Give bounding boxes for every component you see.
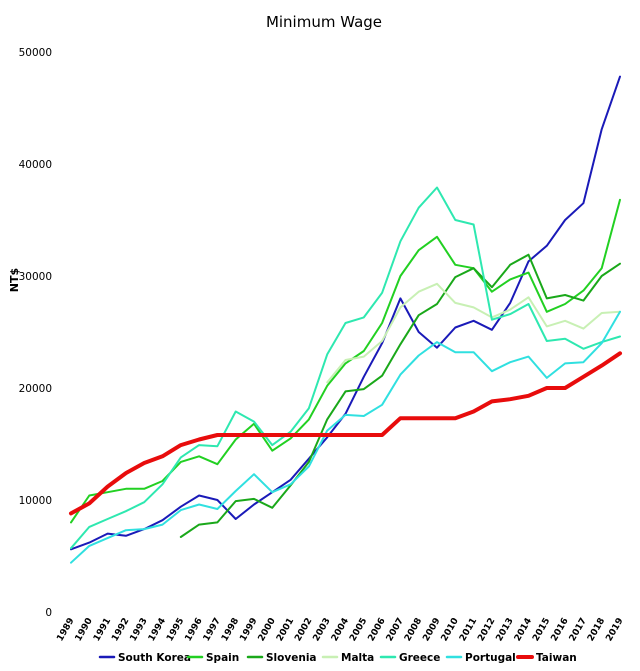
legend-label-taiwan: Taiwan xyxy=(536,652,577,664)
series-lines xyxy=(69,75,622,564)
y-tick-label: 40000 xyxy=(19,159,52,171)
legend-label-greece: Greece xyxy=(399,652,440,664)
x-tick-label: 1989 xyxy=(55,617,76,644)
x-tick-label: 1991 xyxy=(92,617,113,644)
x-tick-label: 1999 xyxy=(238,617,259,644)
series-line-spain xyxy=(70,198,621,524)
x-tick-label: 2000 xyxy=(257,617,278,644)
y-tick-label: 30000 xyxy=(19,271,52,283)
legend-label-malta: Malta xyxy=(341,652,374,664)
series-line-greece xyxy=(70,186,621,550)
legend: South Korea Spain Slovenia Malta Greece Portu… xyxy=(98,652,577,664)
x-tick-label: 1996 xyxy=(184,617,205,644)
y-tick-label: 50000 xyxy=(19,47,52,59)
series-line-malta xyxy=(326,282,621,384)
x-tick-label: 1997 xyxy=(202,617,223,644)
x-tick-label: 2003 xyxy=(312,617,333,644)
series-line-portugal xyxy=(70,310,621,564)
x-axis-ticks: 1989199019911992199319941995199619971998… xyxy=(55,617,625,644)
x-tick-label: 2011 xyxy=(458,617,479,644)
legend-label-portugal: Portugal xyxy=(465,652,516,664)
x-tick-label: 2004 xyxy=(330,617,351,644)
x-tick-label: 2014 xyxy=(513,617,534,644)
legend-label-south-korea: South Korea xyxy=(118,652,191,664)
x-tick-label: 2010 xyxy=(440,617,461,644)
chart-title: Minimum Wage xyxy=(266,13,382,31)
x-tick-label: 2002 xyxy=(293,617,314,644)
x-tick-label: 1990 xyxy=(74,617,95,644)
x-tick-label: 2007 xyxy=(385,617,406,644)
x-tick-label: 2018 xyxy=(586,617,607,644)
x-tick-label: 1993 xyxy=(129,617,150,644)
x-tick-label: 2001 xyxy=(275,617,296,644)
y-tick-label: 0 xyxy=(45,607,52,619)
y-axis-ticks: 0 10000 20000 30000 40000 50000 xyxy=(19,47,52,619)
x-tick-label: 1998 xyxy=(220,617,241,644)
x-tick-label: 2013 xyxy=(495,617,516,644)
y-axis-label: NT$ xyxy=(8,268,21,292)
x-tick-label: 2019 xyxy=(604,617,625,644)
x-tick-label: 1994 xyxy=(147,617,168,644)
x-tick-label: 2009 xyxy=(421,617,442,644)
series-line-south-korea xyxy=(70,75,621,551)
x-tick-label: 1992 xyxy=(110,617,131,644)
legend-label-spain: Spain xyxy=(206,652,239,664)
x-tick-label: 2005 xyxy=(348,617,369,644)
x-tick-label: 2008 xyxy=(403,617,424,644)
legend-label-slovenia: Slovenia xyxy=(266,652,317,664)
x-tick-label: 2016 xyxy=(550,617,571,644)
series-line-taiwan xyxy=(69,351,622,516)
x-tick-label: 2015 xyxy=(531,617,552,644)
x-tick-label: 2006 xyxy=(367,617,388,644)
y-tick-label: 10000 xyxy=(19,495,52,507)
x-tick-label: 2017 xyxy=(568,617,589,644)
x-tick-label: 1995 xyxy=(165,617,186,644)
series-line-slovenia xyxy=(179,253,621,538)
x-tick-label: 2012 xyxy=(476,617,497,644)
y-tick-label: 20000 xyxy=(19,383,52,395)
